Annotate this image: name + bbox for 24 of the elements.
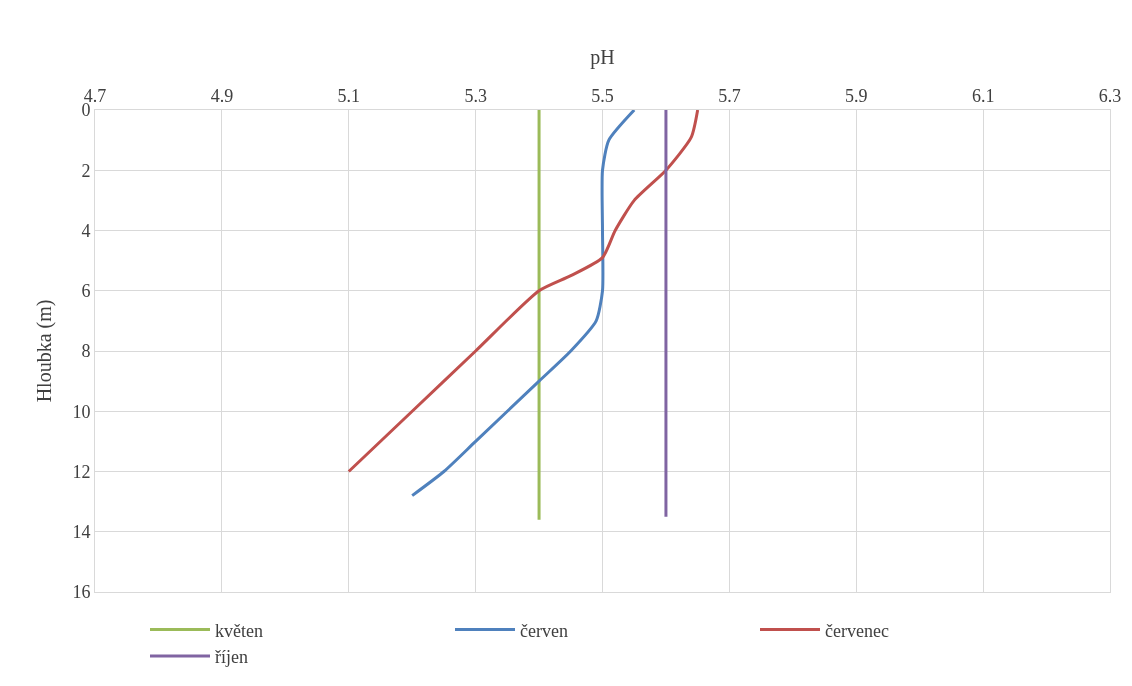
y-tick-label: 14 — [72, 522, 91, 543]
x-tick-label: 6.3 — [1098, 85, 1122, 106]
x-tick-label: 5.9 — [845, 85, 868, 106]
y-tick-label: 16 — [72, 582, 91, 603]
y-tick-label: 2 — [81, 160, 91, 181]
legend-label: červenec — [825, 620, 889, 641]
x-tick-label: 5.5 — [591, 85, 614, 106]
y-tick-label: 4 — [81, 220, 91, 241]
x-tick-label: 6.1 — [971, 85, 995, 106]
legend-label: květen — [215, 620, 263, 641]
x-axis-title: pH — [590, 46, 615, 70]
legend-label: říjen — [215, 646, 248, 667]
line-series — [410, 110, 636, 498]
x-tick-label: 5.7 — [718, 85, 741, 106]
y-tick-label: 8 — [81, 341, 91, 362]
x-tick-label: 5.3 — [464, 85, 487, 106]
line-series — [347, 110, 700, 473]
y-tick-label: 10 — [72, 401, 91, 422]
x-tick-label: 4.9 — [210, 85, 234, 106]
y-axis-title: Hloubka (m) — [32, 299, 56, 403]
legend-label: červen — [520, 620, 568, 641]
x-tick-label: 5.1 — [337, 85, 360, 106]
y-tick-label: 12 — [72, 461, 91, 482]
y-tick-label: 6 — [81, 281, 91, 302]
